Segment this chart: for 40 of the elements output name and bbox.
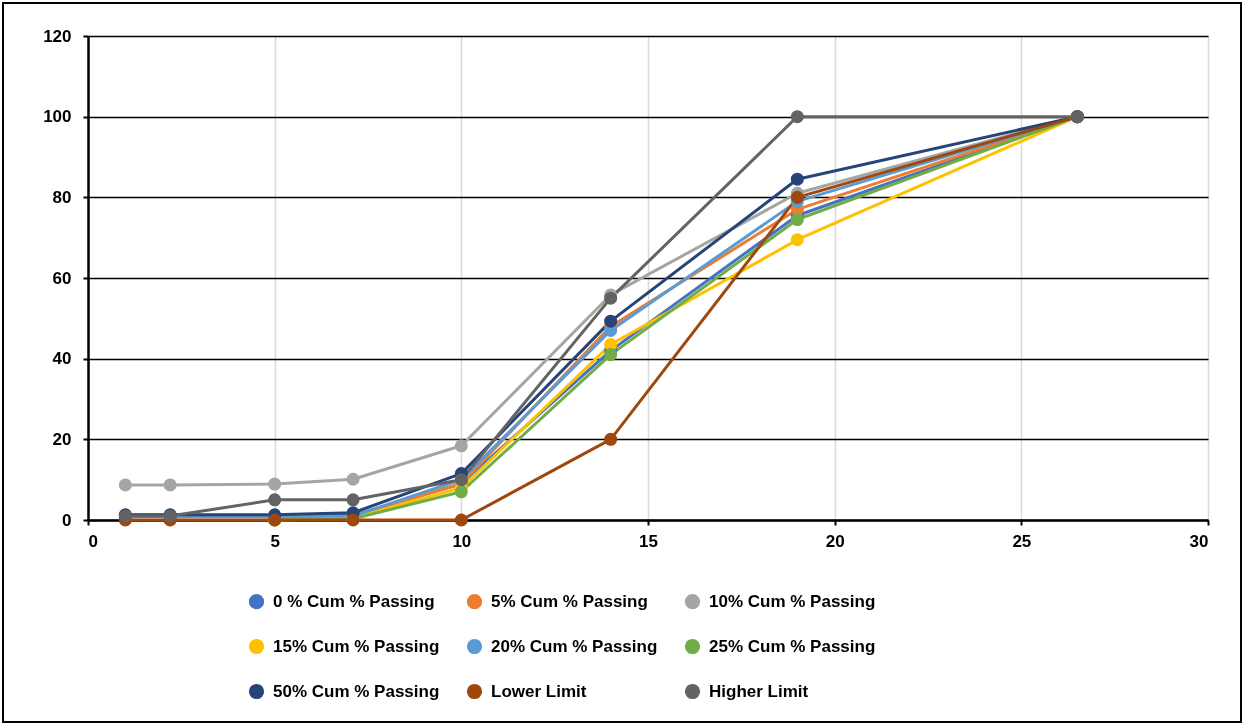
- point: [790, 233, 804, 247]
- legend-label: Lower Limit: [491, 681, 587, 701]
- y-tick-label: 80: [52, 187, 72, 207]
- legend-label: 50% Cum % Passing: [273, 681, 440, 701]
- y-tick-label: 100: [43, 107, 72, 127]
- point: [268, 477, 282, 491]
- point: [346, 472, 360, 486]
- point: [454, 439, 468, 453]
- legend-label: 15% Cum % Passing: [273, 636, 440, 656]
- legend-label: 25% Cum % Passing: [709, 636, 876, 656]
- legend-label: 20% Cum % Passing: [491, 636, 658, 656]
- point: [163, 478, 177, 492]
- point: [346, 493, 360, 507]
- legend-label: 0 % Cum % Passing: [273, 591, 435, 611]
- y-tick-label: 120: [43, 26, 72, 46]
- point: [604, 432, 618, 446]
- x-tick-label: 20: [825, 531, 845, 551]
- legend-label: 5% Cum % Passing: [491, 591, 648, 611]
- point: [790, 190, 804, 204]
- point: [454, 485, 468, 499]
- x-tick-label: 25: [1012, 531, 1032, 551]
- x-tick-label: 10: [452, 531, 472, 551]
- point: [268, 493, 282, 507]
- x-tick-label: 0: [88, 531, 98, 551]
- point: [454, 513, 468, 527]
- y-tick-label: 60: [52, 268, 72, 288]
- x-tick-label: 30: [1189, 531, 1209, 551]
- y-tick-label: 40: [52, 349, 72, 369]
- point: [790, 172, 804, 186]
- point: [604, 314, 618, 328]
- point: [790, 110, 804, 124]
- y-tick-label: 0: [62, 510, 72, 530]
- x-tick-label: 15: [639, 531, 658, 551]
- point: [118, 478, 132, 492]
- y-tick-label: 20: [52, 429, 72, 449]
- x-tick-label: 5: [270, 531, 280, 551]
- legend-label: Higher Limit: [709, 681, 809, 701]
- point: [604, 348, 618, 362]
- point: [790, 213, 804, 227]
- legend-label: 10% Cum % Passing: [709, 591, 876, 611]
